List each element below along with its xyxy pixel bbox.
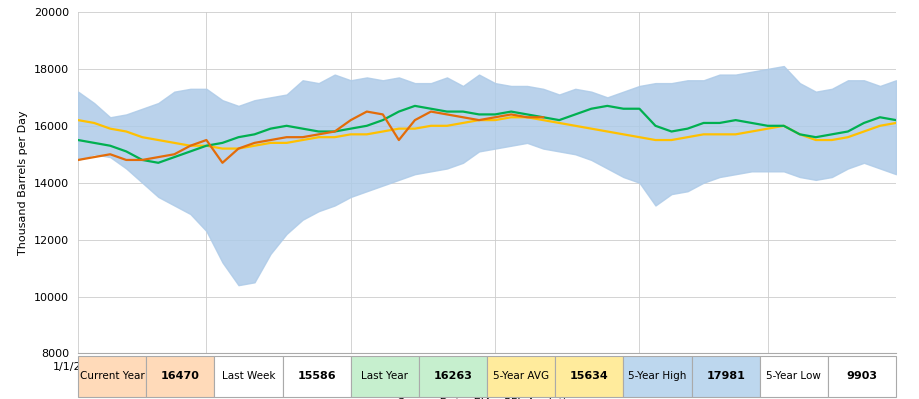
Text: Source Data: EIA – PFL Analytics: Source Data: EIA – PFL Analytics <box>397 398 577 399</box>
FancyBboxPatch shape <box>623 356 692 397</box>
FancyBboxPatch shape <box>487 356 555 397</box>
Text: Current Year: Current Year <box>80 371 144 381</box>
Y-axis label: Thousand Barrels per Day: Thousand Barrels per Day <box>18 111 28 255</box>
Text: 5-Year High: 5-Year High <box>629 371 686 381</box>
FancyBboxPatch shape <box>78 356 146 397</box>
FancyBboxPatch shape <box>146 356 214 397</box>
Text: Last Year: Last Year <box>361 371 408 381</box>
Text: 9903: 9903 <box>846 371 878 381</box>
Text: 15634: 15634 <box>570 371 608 381</box>
FancyBboxPatch shape <box>692 356 760 397</box>
Text: Last Week: Last Week <box>221 371 276 381</box>
FancyBboxPatch shape <box>828 356 896 397</box>
Text: 16263: 16263 <box>434 371 472 381</box>
FancyBboxPatch shape <box>760 356 828 397</box>
FancyBboxPatch shape <box>214 356 283 397</box>
FancyBboxPatch shape <box>283 356 351 397</box>
Text: 17981: 17981 <box>706 371 745 381</box>
FancyBboxPatch shape <box>351 356 419 397</box>
FancyBboxPatch shape <box>555 356 623 397</box>
Text: 16470: 16470 <box>161 371 199 381</box>
Text: 5-Year AVG: 5-Year AVG <box>494 371 550 381</box>
Text: 5-Year Low: 5-Year Low <box>766 371 822 381</box>
FancyBboxPatch shape <box>419 356 487 397</box>
Text: 15586: 15586 <box>298 371 336 381</box>
